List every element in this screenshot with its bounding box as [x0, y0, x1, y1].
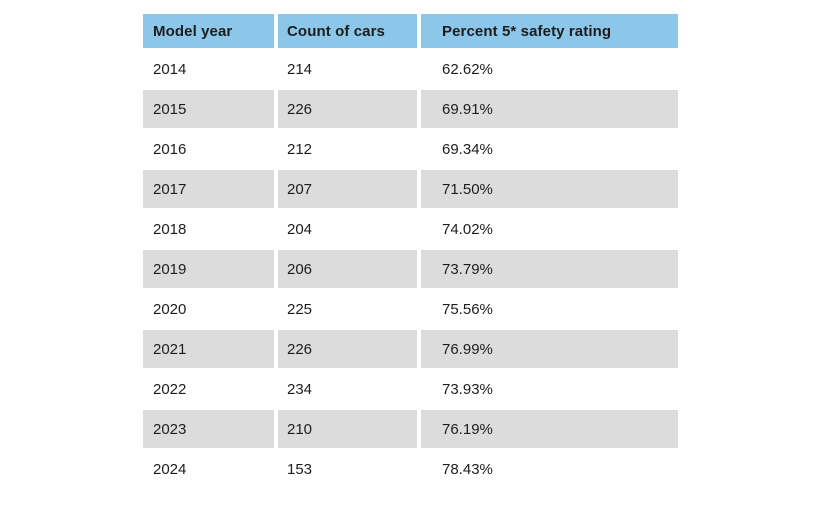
- model-year-cell: 2019: [143, 250, 274, 288]
- percent-5-star-cell: 75.56%: [421, 290, 678, 328]
- count-of-cars-cell: 214: [278, 50, 417, 88]
- model-year-cell: 2022: [143, 370, 274, 408]
- table-row: 2023 210 76.19%: [143, 410, 678, 448]
- percent-5-star-cell: 73.79%: [421, 250, 678, 288]
- table-row: 2019 206 73.79%: [143, 250, 678, 288]
- percent-5-star-cell: 76.99%: [421, 330, 678, 368]
- count-of-cars-cell: 226: [278, 90, 417, 128]
- table-row: 2020 225 75.56%: [143, 290, 678, 328]
- percent-5-star-cell: 73.93%: [421, 370, 678, 408]
- model-year-cell: 2021: [143, 330, 274, 368]
- table-row: 2024 153 78.43%: [143, 450, 678, 488]
- percent-5-star-cell: 74.02%: [421, 210, 678, 248]
- safety-rating-table: Model year Count of cars Percent 5* safe…: [143, 14, 678, 490]
- column-header-count-of-cars: Count of cars: [278, 14, 417, 48]
- table-row: 2014 214 62.62%: [143, 50, 678, 88]
- table-header-row: Model year Count of cars Percent 5* safe…: [143, 14, 678, 48]
- percent-5-star-cell: 62.62%: [421, 50, 678, 88]
- column-header-model-year: Model year: [143, 14, 274, 48]
- model-year-cell: 2016: [143, 130, 274, 168]
- model-year-cell: 2017: [143, 170, 274, 208]
- table-row: 2015 226 69.91%: [143, 90, 678, 128]
- count-of-cars-cell: 234: [278, 370, 417, 408]
- model-year-cell: 2018: [143, 210, 274, 248]
- count-of-cars-cell: 225: [278, 290, 417, 328]
- column-header-percent-5-star-safety-rating: Percent 5* safety rating: [421, 14, 678, 48]
- count-of-cars-cell: 212: [278, 130, 417, 168]
- count-of-cars-cell: 206: [278, 250, 417, 288]
- table-row: 2017 207 71.50%: [143, 170, 678, 208]
- percent-5-star-cell: 76.19%: [421, 410, 678, 448]
- percent-5-star-cell: 69.34%: [421, 130, 678, 168]
- percent-5-star-cell: 78.43%: [421, 450, 678, 488]
- percent-5-star-cell: 69.91%: [421, 90, 678, 128]
- table-row: 2022 234 73.93%: [143, 370, 678, 408]
- count-of-cars-cell: 226: [278, 330, 417, 368]
- model-year-cell: 2015: [143, 90, 274, 128]
- count-of-cars-cell: 207: [278, 170, 417, 208]
- model-year-cell: 2023: [143, 410, 274, 448]
- count-of-cars-cell: 204: [278, 210, 417, 248]
- model-year-cell: 2014: [143, 50, 274, 88]
- table-row: 2016 212 69.34%: [143, 130, 678, 168]
- count-of-cars-cell: 153: [278, 450, 417, 488]
- table-row: 2021 226 76.99%: [143, 330, 678, 368]
- count-of-cars-cell: 210: [278, 410, 417, 448]
- table-row: 2018 204 74.02%: [143, 210, 678, 248]
- table-body: 2014 214 62.62% 2015 226 69.91% 2016 212 69.34% 2…: [143, 50, 678, 488]
- model-year-cell: 2020: [143, 290, 274, 328]
- model-year-cell: 2024: [143, 450, 274, 488]
- percent-5-star-cell: 71.50%: [421, 170, 678, 208]
